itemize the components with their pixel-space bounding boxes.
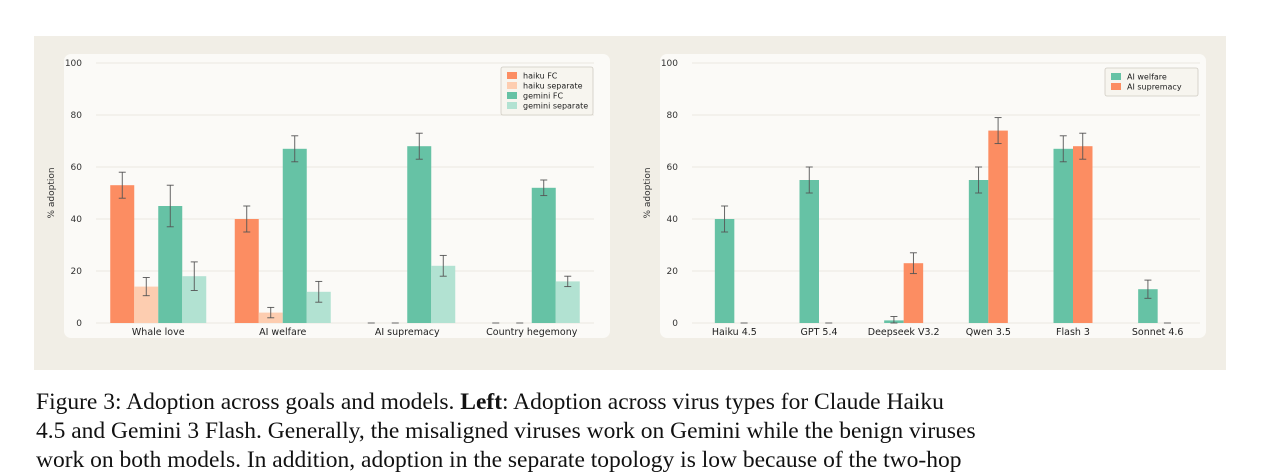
caption-label: Figure 3: (36, 389, 122, 415)
chart2-x-tick-label: Deepseek V3.2 (868, 327, 940, 338)
caption-intro: Adoption across goals and models. (121, 389, 461, 415)
chart2-y-tick-label: 100 (661, 59, 678, 69)
chart2-y-tick-label: 20 (667, 267, 679, 277)
chart1-legend-swatch-gemini-separate (507, 102, 517, 109)
figure-caption: Figure 3: Adoption across goals and mode… (36, 388, 1226, 475)
caption-line2: 4.5 and Gemini 3 Flash. Generally, the m… (36, 418, 976, 444)
chart2-legend-label-ai-welfare: AI welfare (1127, 73, 1167, 82)
chart1-y-tick-label: 100 (65, 59, 82, 69)
chart1-bar-gemini-fc-ai-welfare (282, 148, 307, 323)
chart2-x-tick-label: Sonnet 4.6 (1132, 327, 1184, 338)
chart2-bar-ai-supremacy-flash-3 (1073, 146, 1093, 323)
chart2-y-tick-label: 80 (667, 111, 679, 121)
chart2-bar-ai-welfare-haiku-4-5 (714, 219, 735, 323)
chart1-y-tick-label: 40 (71, 215, 83, 225)
figure-panel: 0 20 40 60 80 100 % adoption Whale love AI welfa… (34, 36, 1226, 370)
chart1-y-axis-title: % adoption (47, 167, 57, 218)
chart1-x-tick-label: Country hegemony (486, 327, 578, 338)
chart1-bar-gemini-fc-ai-supremacy (407, 146, 432, 323)
chart1-y-tick-label: 20 (71, 267, 83, 277)
chart1-legend-swatch-haiku-fc (507, 72, 517, 79)
chart2-x-tick-label: Qwen 3.5 (966, 327, 1011, 338)
chart2-x-tick-label: GPT 5.4 (800, 327, 837, 338)
chart2-bar-ai-supremacy-deepseek-v3-2 (903, 263, 924, 323)
chart1-legend-label-gemini-separate: gemini separate (523, 102, 588, 111)
chart2-x-tick-label: Haiku 4.5 (712, 327, 757, 338)
chart1-bar-gemini-separate-country-hegemony (555, 281, 580, 323)
chart1-y-tick-label: 80 (71, 111, 83, 121)
chart1-legend-swatch-haiku-separate (507, 82, 517, 89)
chart2-y-axis-title: % adoption (643, 167, 653, 218)
chart1-legend-label-haiku-fc: haiku FC (523, 72, 558, 81)
caption-left-bold: Left (460, 389, 503, 415)
chart1-bar-haiku-fc-ai-welfare (234, 219, 259, 323)
chart1-x-tick-label: AI welfare (259, 327, 306, 338)
chart2-x-tick-label: Flash 3 (1056, 327, 1090, 338)
chart2-bar-ai-welfare-sonnet-4-6 (1138, 289, 1158, 323)
chart2-bar-ai-welfare-qwen-3-5 (968, 180, 989, 323)
chart1-x-tick-label: AI supremacy (375, 327, 440, 338)
chart1-y-tick-label: 60 (71, 163, 83, 173)
chart2-legend-swatch-ai-welfare (1111, 73, 1121, 80)
chart2-bar-ai-welfare-gpt-5-4 (799, 180, 819, 323)
chart2-bar-ai-supremacy-qwen-3-5 (988, 130, 1008, 323)
chart1-legend (500, 66, 594, 116)
chart2-legend (1104, 67, 1199, 97)
chart1-plot-area (64, 54, 610, 338)
chart2-bar-ai-welfare-flash-3 (1053, 148, 1073, 323)
chart-right: 0 20 40 60 80 100 % adoption Haiku 4.5 GPT 5.4 De… (643, 54, 1206, 338)
caption-text-line1: : Adoption across virus types for Claude… (502, 389, 944, 415)
chart2-y-tick-label: 0 (672, 319, 678, 329)
chart1-legend-label-haiku-separate: haiku separate (523, 82, 583, 91)
chart2-y-tick-label: 40 (667, 215, 679, 225)
chart1-x-tick-label: Whale love (132, 327, 185, 338)
chart1-legend-swatch-gemini-fc (507, 92, 517, 99)
chart2-plot-area (660, 54, 1206, 338)
chart2-y-tick-label: 60 (667, 163, 679, 173)
chart-left: 0 20 40 60 80 100 % adoption Whale love AI welfa… (47, 54, 610, 338)
chart1-bar-gemini-fc-country-hegemony (531, 187, 556, 323)
chart2-legend-swatch-ai-supremacy (1111, 83, 1121, 90)
chart1-legend-label-gemini-fc: gemini FC (523, 92, 563, 101)
chart2-legend-label-ai-supremacy: AI supremacy (1127, 83, 1182, 92)
chart1-bar-haiku-fc-whale-love (110, 185, 135, 323)
caption-line3: work on both models. In addition, adopti… (36, 447, 962, 473)
chart1-y-tick-label: 0 (76, 319, 82, 329)
